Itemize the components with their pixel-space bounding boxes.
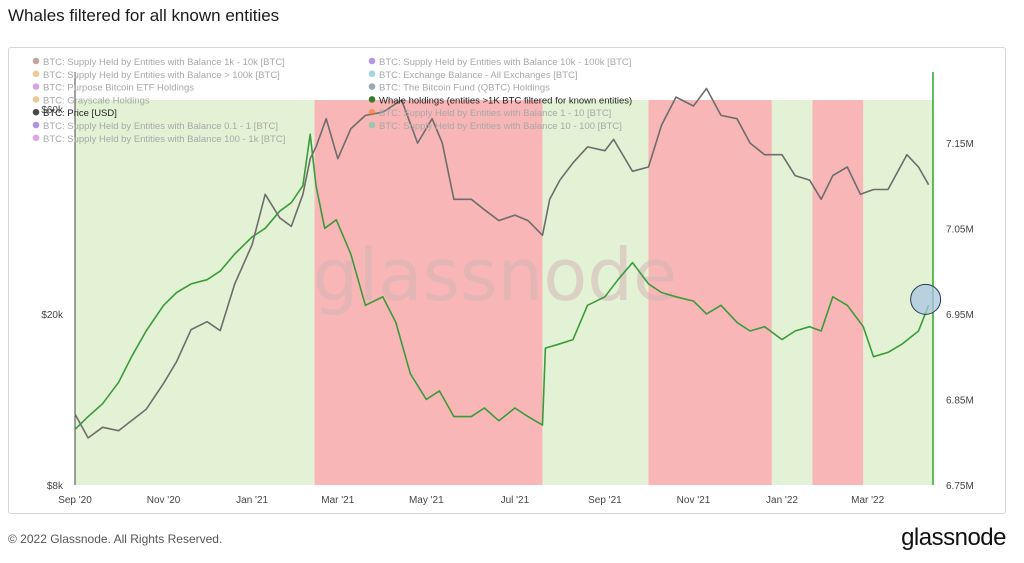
legend: BTC: Supply Held by Entities with Balanc… <box>32 57 632 145</box>
band-accumulation-0 <box>75 100 315 485</box>
legend-swatch <box>32 96 40 103</box>
legend-label: BTC: Supply Held by Entities with Balanc… <box>43 134 285 145</box>
legend-label: BTC: The Bitcoin Fund (QBTC) Holdings <box>379 83 550 94</box>
highlight-circle-marker <box>910 283 942 315</box>
series-line-whale-holdings <box>74 133 930 430</box>
copyright-text: © 2022 Glassnode. All Rights Reserved. <box>8 532 223 546</box>
band-distribution-1 <box>314 100 543 485</box>
legend-swatch <box>368 83 376 90</box>
x-tick-label: Jan '21 <box>236 495 268 506</box>
watermark: glassnode <box>313 233 678 317</box>
band-accumulation-4 <box>771 100 813 485</box>
legend-label: BTC: Grayscale Holdings <box>43 95 150 106</box>
legend-swatch <box>32 83 40 90</box>
y-right-tick-label: 7.15M <box>946 139 974 150</box>
x-tick-label: Sep '20 <box>58 495 92 506</box>
series-line-price <box>74 87 930 439</box>
x-tick-label: Jul '21 <box>501 495 530 506</box>
legend-label: BTC: Supply Held by Entities with Balanc… <box>379 121 622 132</box>
band-layer <box>75 100 933 485</box>
glassnode-logo: glassnode <box>901 524 1006 551</box>
legend-label: BTC: Exchange Balance - All Exchanges [B… <box>379 70 578 81</box>
legend-label: BTC: Supply Held by Entities with Balanc… <box>43 70 280 81</box>
legend-swatch <box>368 96 376 103</box>
legend-label: Whale holdings (entities >1K BTC filtere… <box>379 95 632 106</box>
legend-swatch <box>32 57 40 65</box>
x-tick-label: Mar '22 <box>851 495 884 506</box>
legend-swatch <box>368 121 376 129</box>
line-layer <box>74 87 930 439</box>
legend-swatch <box>368 70 376 78</box>
x-tick-label: Nov '21 <box>677 495 711 506</box>
legend-swatch <box>368 108 376 116</box>
band-distribution-5 <box>812 100 864 485</box>
band-distribution-3 <box>648 100 772 485</box>
chart-frame <box>8 47 1006 514</box>
legend-label: BTC: Purpose Bitcoin ETF Holdings <box>43 83 194 94</box>
y-right-tick-label: 6.95M <box>946 310 974 321</box>
y-left-tick-label: $20k <box>41 310 64 321</box>
legend-label: BTC: Supply Held by Entities with Balanc… <box>43 57 285 68</box>
chart-svg: glassnode $8k $20k $60k 6.75M 6.85M 6.95M 7.05… <box>32 57 974 506</box>
legend-label: BTC: Supply Held by Entities with Balanc… <box>43 121 278 132</box>
band-accumulation-2 <box>542 100 649 485</box>
legend-swatch <box>32 121 40 129</box>
legend-swatch <box>32 70 40 78</box>
y-left-tick-label: $60k <box>41 105 64 116</box>
marker-layer <box>910 283 942 315</box>
y-right-tick-label: 6.75M <box>946 481 974 492</box>
legend-label: BTC: Supply Held by Entities with Balanc… <box>379 57 631 68</box>
x-tick-label: Jan '22 <box>766 495 798 506</box>
page-title: Whales filtered for all known entities <box>8 6 280 25</box>
x-tick-label: May '21 <box>409 495 444 506</box>
x-tick-label: Sep '21 <box>588 495 622 506</box>
x-tick-label: Mar '21 <box>321 495 354 506</box>
x-tick-label: Nov '20 <box>147 495 181 506</box>
legend-swatch <box>32 108 40 116</box>
legend-swatch <box>32 134 40 142</box>
legend-label: BTC: Price [USD] <box>43 108 117 119</box>
legend-label: BTC: Supply Held by Entities with Balanc… <box>379 108 611 119</box>
axis-layer: $8k $20k $60k 6.75M 6.85M 6.95M 7.05M 7.15M Sep … <box>41 72 974 506</box>
y-left-tick-label: $8k <box>47 481 64 492</box>
y-right-tick-label: 6.85M <box>946 395 974 406</box>
legend-swatch <box>368 57 376 65</box>
y-right-tick-label: 7.05M <box>946 224 974 235</box>
